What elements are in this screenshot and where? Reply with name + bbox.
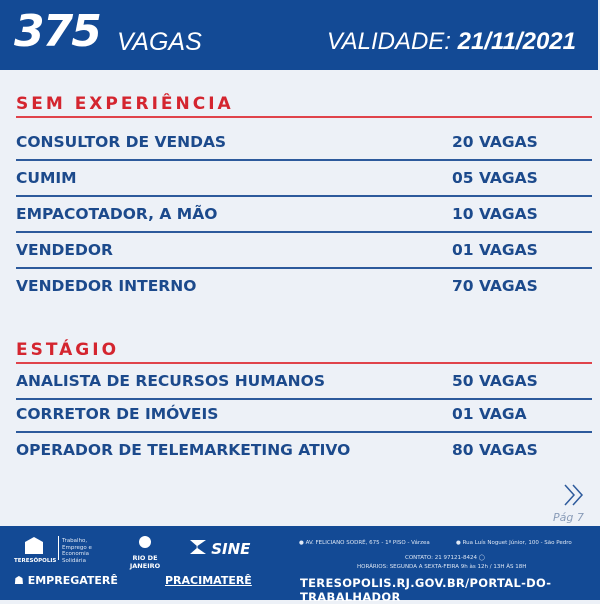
address-1-text: AV. FELICIANO SODRÉ, 675 - 1º PISO - Vár… xyxy=(305,540,430,546)
address-2: ● Rua Luís Noguet Júnior, 100 - São Pedr… xyxy=(456,540,572,546)
validity-date: 21/11/2021 xyxy=(457,28,576,55)
validity: VALIDADE: 21/11/2021 xyxy=(327,28,576,56)
contact-text: CONTATO: 21 97121-8424 xyxy=(405,555,477,561)
hours: HORÁRIOS: SEGUNDA A SEXTA-FEIRA 9h às 12… xyxy=(357,564,527,570)
location-pin-icon: ● xyxy=(456,540,461,546)
job-row: ANALISTA DE RECURSOS HUMANOS 50 VAGAS xyxy=(16,364,592,400)
job-title: EMPACOTADOR, A MÃO xyxy=(16,205,218,223)
job-row: CUMIM 05 VAGAS xyxy=(16,161,592,197)
governo-text: RIO DE JANEIRO xyxy=(129,554,161,570)
page-number: Pág 7 xyxy=(553,511,584,524)
prefeitura-logo: TERESÓPOLIS xyxy=(14,536,57,564)
vacancy-count-label: VAGAS xyxy=(117,28,202,56)
job-row: OPERADOR DE TELEMARKETING ATIVO 80 VAGAS xyxy=(16,432,592,468)
secretaria-text: Trabalho, Emprego e Economia Solidária xyxy=(62,538,92,564)
job-title: CORRETOR DE IMÓVEIS xyxy=(16,405,219,423)
empregatere-text: EMPREGATERÊ xyxy=(27,574,118,587)
address-2-text: Rua Luís Noguet Júnior, 100 - São Pedro xyxy=(462,540,572,546)
job-vacancies: 80 VAGAS xyxy=(452,441,538,459)
address-1: ● AV. FELICIANO SODRÉ, 675 - 1º PISO - V… xyxy=(299,540,430,546)
section-title: ESTÁGIO xyxy=(16,340,592,364)
job-row: VENDEDOR INTERNO 70 VAGAS xyxy=(16,268,592,304)
footer: TERESÓPOLIS Trabalho, Emprego e Economia… xyxy=(0,526,600,604)
sine-logo: SINE xyxy=(190,540,250,558)
job-vacancies: 10 VAGAS xyxy=(452,205,538,223)
job-vacancies: 01 VAGAS xyxy=(452,241,538,259)
location-pin-icon: ● xyxy=(299,540,304,546)
double-chevron-right-icon[interactable] xyxy=(563,483,585,512)
job-title: ANALISTA DE RECURSOS HUMANOS xyxy=(16,372,325,390)
job-title: OPERADOR DE TELEMARKETING ATIVO xyxy=(16,441,351,459)
job-vacancies: 50 VAGAS xyxy=(452,372,538,390)
job-row: CORRETOR DE IMÓVEIS 01 VAGA xyxy=(16,397,592,433)
contact: CONTATO: 21 97121-8424 ◯ xyxy=(405,555,485,561)
job-row: CONSULTOR DE VENDAS 20 VAGAS xyxy=(16,125,592,161)
header: 375 VAGAS VALIDADE: 21/11/2021 xyxy=(0,0,598,70)
empregatere-logo: ☗ EMPREGATERÊ xyxy=(14,574,118,587)
job-row: VENDEDOR 01 VAGAS xyxy=(16,233,592,269)
pracimatere-logo: PRACIMATERÊ xyxy=(165,574,252,587)
job-title: CONSULTOR DE VENDAS xyxy=(16,133,227,151)
job-vacancies: 01 VAGA xyxy=(452,405,527,423)
job-vacancies: 70 VAGAS xyxy=(452,277,538,295)
prefeitura-text: TERESÓPOLIS xyxy=(14,558,57,564)
whatsapp-icon: ◯ xyxy=(478,555,485,561)
job-vacancies: 20 VAGAS xyxy=(452,133,538,151)
vacancy-count: 375 xyxy=(14,6,102,57)
job-vacancies: 05 VAGAS xyxy=(452,169,538,187)
job-row: EMPACOTADOR, A MÃO 10 VAGAS xyxy=(16,197,592,233)
job-title: CUMIM xyxy=(16,169,77,187)
job-title: VENDEDOR xyxy=(16,241,113,259)
job-title: VENDEDOR INTERNO xyxy=(16,277,197,295)
governo-rj-logo: RIO DE JANEIRO xyxy=(120,534,170,570)
validity-label: VALIDADE: xyxy=(326,28,451,55)
section-title: SEM EXPERIÊNCIA xyxy=(16,94,592,118)
sine-text: SINE xyxy=(211,540,251,558)
